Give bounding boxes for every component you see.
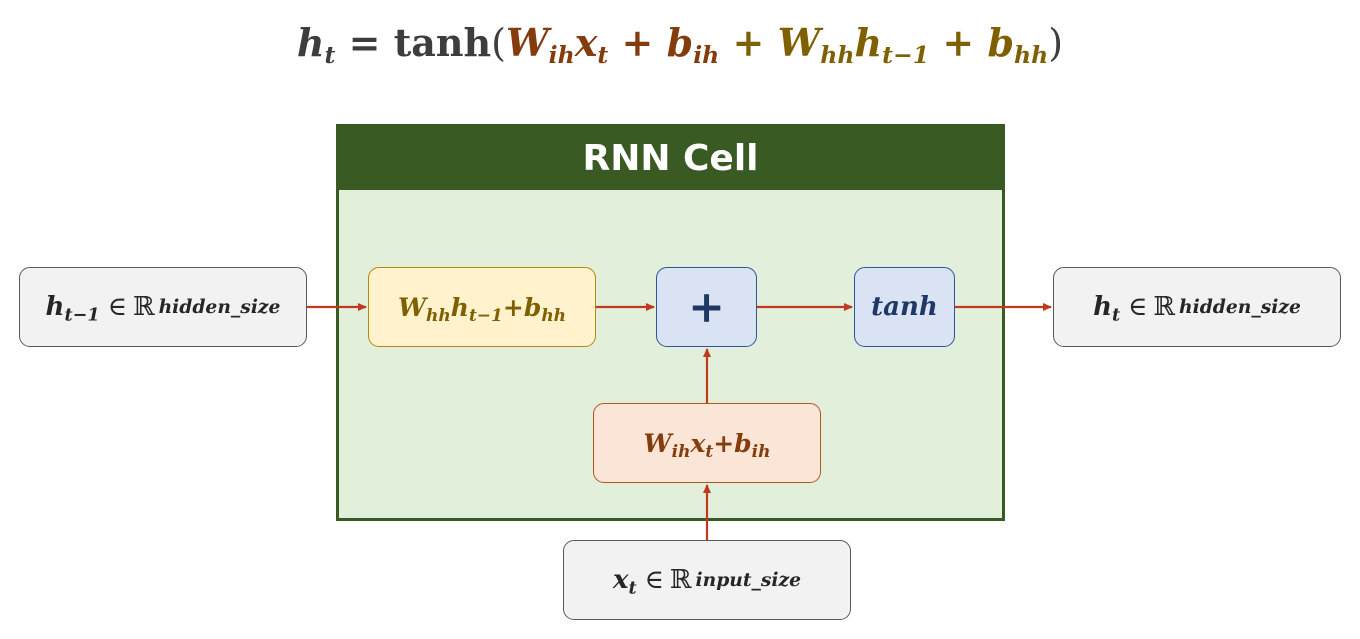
reals-symbol: ℝ (1153, 292, 1176, 322)
eq-equals: = (335, 20, 394, 65)
rnn-cell-title: RNN Cell (339, 127, 1002, 190)
wih-term: Wih (643, 428, 691, 462)
tanh-label: tanh (871, 292, 938, 322)
eq-open-paren: ( (491, 21, 506, 65)
hidden-state-output-var: ht (1093, 292, 1121, 326)
eq-bih: bih (666, 20, 720, 70)
input-transform-node: Wih xt + bih (593, 403, 821, 483)
eq-hprev: ht−1 (854, 20, 930, 70)
reals-symbol: ℝ (669, 565, 692, 595)
reals-symbol: ℝ (132, 292, 155, 322)
input-vector-var: xt (612, 565, 637, 599)
tanh-activation-node: tanh (854, 267, 955, 347)
bih-term: bih (734, 428, 771, 462)
element-of-symbol: ∈ (107, 292, 127, 322)
eq-xt: xt (574, 20, 609, 70)
hidden-state-input-var: ht−1 (45, 292, 100, 326)
eq-plus-1: + (608, 20, 667, 65)
eq-plus-2: + (719, 20, 778, 65)
sum-node: + (656, 267, 757, 347)
plus-term: + (502, 292, 524, 322)
bhh-term: bhh (523, 292, 567, 326)
eq-close-paren: ) (1048, 21, 1064, 65)
eq-whh: Whh (777, 20, 855, 70)
rnn-equation: ht = tanh(Wihxt + bih + Whhht−1 + bhh) (0, 18, 1360, 68)
plus-symbol: + (688, 281, 725, 333)
eq-tanh: tanh (393, 20, 492, 65)
eq-wih: Wih (505, 20, 575, 70)
eq-ht: ht (296, 20, 336, 70)
plus-term: + (713, 428, 735, 458)
eq-plus-3: + (929, 20, 988, 65)
whh-term: Whh (397, 292, 451, 326)
xt-term: xt (690, 428, 714, 462)
eq-bhh: bhh (987, 20, 1049, 70)
element-of-symbol: ∈ (644, 565, 664, 595)
hidden-transform-node: Whh ht−1 + bhh (368, 267, 596, 347)
element-of-symbol: ∈ (1128, 292, 1148, 322)
hprev-term: ht−1 (450, 292, 503, 326)
